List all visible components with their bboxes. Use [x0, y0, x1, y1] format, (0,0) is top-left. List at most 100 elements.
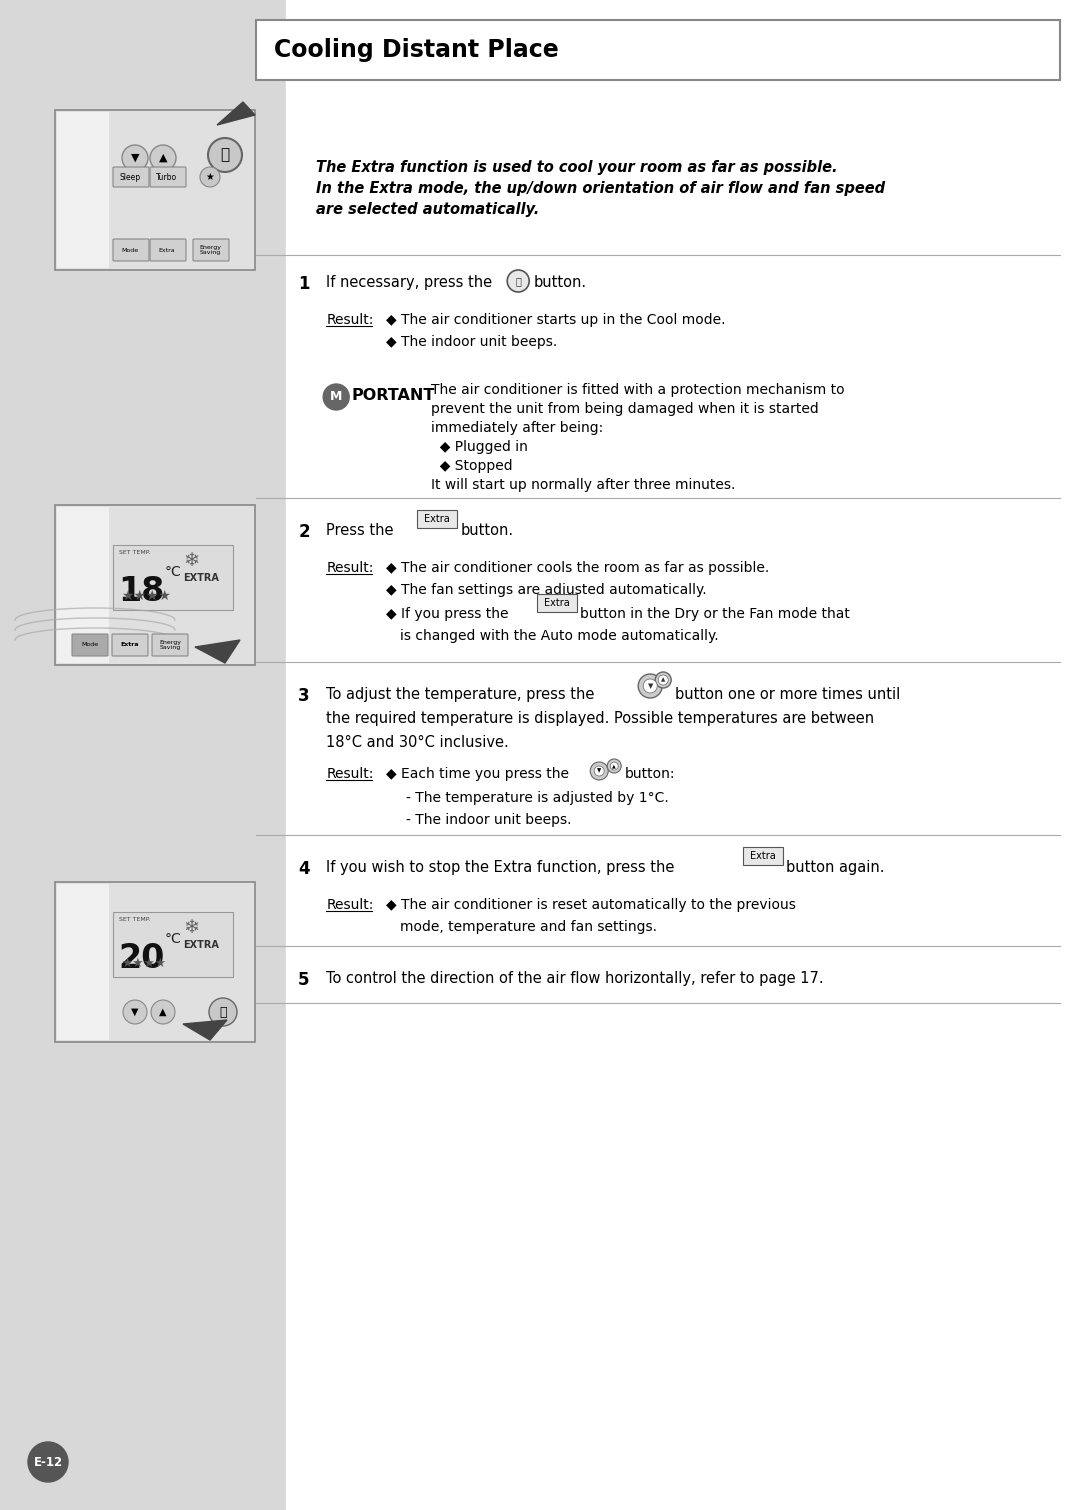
FancyBboxPatch shape	[150, 168, 186, 187]
Text: ◆ The fan settings are adjusted automatically.: ◆ The fan settings are adjusted automati…	[387, 583, 706, 596]
Text: ▲: ▲	[159, 153, 167, 163]
Circle shape	[658, 675, 669, 686]
Circle shape	[123, 1000, 147, 1024]
Text: The Extra function is used to cool your room as far as possible.
In the Extra mo: The Extra function is used to cool your …	[316, 160, 886, 217]
FancyBboxPatch shape	[743, 847, 783, 865]
Circle shape	[638, 673, 662, 698]
FancyBboxPatch shape	[417, 510, 457, 528]
Text: Result:: Result:	[326, 562, 374, 575]
Text: ◆ The air conditioner starts up in the Cool mode.: ◆ The air conditioner starts up in the C…	[387, 313, 726, 328]
Text: Result:: Result:	[326, 898, 374, 912]
Text: 2: 2	[298, 522, 310, 541]
Text: mode, temperature and fan settings.: mode, temperature and fan settings.	[401, 920, 658, 935]
Polygon shape	[183, 1019, 227, 1040]
Text: ▼: ▼	[597, 769, 602, 773]
Text: Extra: Extra	[544, 598, 570, 609]
FancyBboxPatch shape	[537, 593, 577, 612]
FancyBboxPatch shape	[112, 634, 148, 655]
Text: ◆ The indoor unit beeps.: ◆ The indoor unit beeps.	[387, 335, 557, 349]
Text: button.: button.	[534, 275, 586, 290]
Text: 3: 3	[298, 687, 310, 705]
Polygon shape	[217, 103, 255, 125]
Circle shape	[607, 760, 621, 773]
Text: Energy
Saving: Energy Saving	[159, 640, 181, 651]
Text: 1: 1	[298, 275, 310, 293]
Text: 18°C and 30°C inclusive.: 18°C and 30°C inclusive.	[326, 735, 509, 750]
Text: Extra: Extra	[121, 642, 139, 648]
Text: Mode: Mode	[121, 248, 138, 252]
Text: ▲: ▲	[612, 764, 616, 769]
Circle shape	[610, 763, 618, 770]
Text: EXTRA: EXTRA	[183, 941, 219, 950]
Circle shape	[590, 763, 608, 781]
Bar	[113, 912, 233, 977]
Text: E-12: E-12	[33, 1456, 63, 1469]
FancyBboxPatch shape	[113, 239, 149, 261]
Text: ⏻: ⏻	[219, 1006, 227, 1019]
Text: ⏻: ⏻	[220, 148, 230, 163]
Text: button:: button:	[625, 767, 676, 781]
Text: If necessary, press the: If necessary, press the	[326, 275, 492, 290]
Text: Mode: Mode	[81, 642, 98, 648]
Circle shape	[656, 672, 671, 689]
Circle shape	[208, 137, 242, 172]
Text: - The indoor unit beeps.: - The indoor unit beeps.	[406, 812, 571, 827]
Text: button.: button.	[460, 522, 513, 538]
Text: The air conditioner is fitted with a protection mechanism to
prevent the unit fr: The air conditioner is fitted with a pro…	[431, 384, 845, 492]
Text: ▲: ▲	[159, 1007, 166, 1018]
Text: SET TEMP.: SET TEMP.	[119, 550, 150, 556]
Text: If you wish to stop the Extra function, press the: If you wish to stop the Extra function, …	[326, 861, 675, 874]
Polygon shape	[195, 640, 240, 663]
Text: ❄: ❄	[183, 918, 200, 938]
Text: °C: °C	[165, 565, 181, 578]
Text: ★★★★: ★★★★	[121, 957, 166, 969]
Circle shape	[594, 766, 604, 776]
Text: 4: 4	[298, 861, 310, 877]
Bar	[55, 504, 255, 664]
Text: ⏻: ⏻	[515, 276, 522, 285]
Text: To control the direction of the air flow horizontally, refer to page 17.: To control the direction of the air flow…	[326, 971, 824, 986]
Circle shape	[210, 998, 237, 1025]
Text: 18: 18	[118, 575, 164, 609]
FancyBboxPatch shape	[72, 634, 108, 655]
Text: button one or more times until: button one or more times until	[675, 687, 901, 702]
Circle shape	[28, 1442, 68, 1481]
Text: ◆ The air conditioner cools the room as far as possible.: ◆ The air conditioner cools the room as …	[387, 562, 769, 575]
Circle shape	[508, 270, 529, 291]
Bar	[0, 0, 286, 1510]
Text: Turbo: Turbo	[157, 172, 177, 181]
Text: ▼: ▼	[132, 1007, 138, 1018]
Text: EXTRA: EXTRA	[183, 572, 219, 583]
Text: Sleep: Sleep	[120, 172, 140, 181]
Text: the required temperature is displayed. Possible temperatures are between: the required temperature is displayed. P…	[326, 711, 875, 726]
Text: ▼: ▼	[131, 153, 139, 163]
Text: ▲: ▲	[661, 678, 665, 683]
Text: PORTANT: PORTANT	[351, 388, 434, 403]
FancyBboxPatch shape	[150, 239, 186, 261]
Text: 20: 20	[118, 942, 164, 975]
Circle shape	[200, 168, 220, 187]
Text: SET TEMP.: SET TEMP.	[119, 917, 150, 923]
Text: ◆ If you press the: ◆ If you press the	[387, 607, 509, 621]
Text: 5: 5	[298, 971, 310, 989]
Bar	[55, 882, 255, 1042]
Circle shape	[122, 145, 148, 171]
Text: ▼: ▼	[648, 683, 653, 689]
Text: Result:: Result:	[326, 767, 374, 781]
Bar	[113, 545, 233, 610]
FancyBboxPatch shape	[193, 239, 229, 261]
Bar	[55, 110, 255, 270]
Bar	[57, 112, 109, 267]
FancyBboxPatch shape	[113, 168, 149, 187]
Text: button again.: button again.	[786, 861, 885, 874]
Circle shape	[151, 1000, 175, 1024]
Bar	[57, 883, 109, 1040]
Text: Press the: Press the	[326, 522, 394, 538]
Text: Energy
Saving: Energy Saving	[199, 245, 221, 255]
Text: ★★★★: ★★★★	[121, 589, 171, 602]
Circle shape	[644, 680, 658, 693]
Bar	[286, 0, 1080, 1510]
Text: ★: ★	[205, 172, 214, 183]
Text: is changed with the Auto mode automatically.: is changed with the Auto mode automatica…	[401, 630, 719, 643]
Text: - The temperature is adjusted by 1°C.: - The temperature is adjusted by 1°C.	[406, 791, 669, 805]
